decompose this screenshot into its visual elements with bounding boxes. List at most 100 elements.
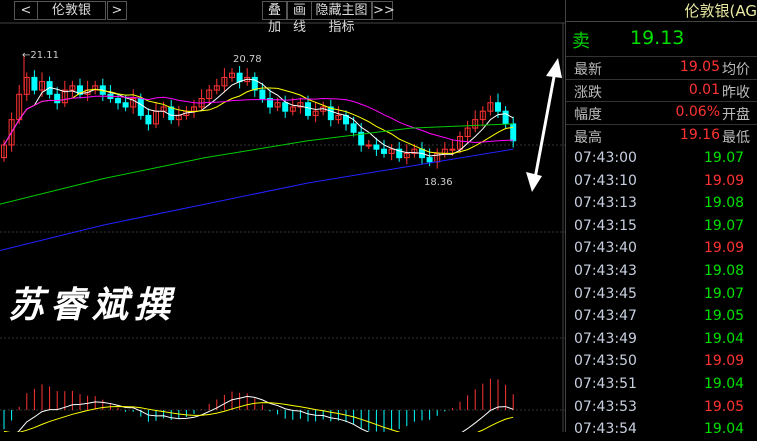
candle-down [267, 98, 273, 108]
tick-price: 19.04 [704, 376, 745, 392]
sell-price: 19.13 [630, 27, 685, 49]
overlay-button[interactable]: 叠加 [262, 1, 287, 35]
candle-down [350, 123, 357, 133]
candle-down [168, 106, 175, 121]
tick-row: 07:43:47 19.05 [566, 306, 757, 328]
candle-down [510, 123, 517, 142]
candle-up [274, 102, 281, 108]
stat-label-2: 最低 [722, 129, 750, 146]
candle-down [77, 85, 83, 95]
candle-up [472, 119, 479, 129]
candle-down [282, 102, 289, 112]
candle-down [396, 148, 403, 159]
tick-price: 19.09 [704, 172, 745, 189]
candle-up [39, 81, 45, 91]
candle-up [69, 85, 76, 91]
local-high-label: 20.78 [233, 54, 262, 65]
candle-down [145, 114, 152, 125]
next-symbol-button[interactable]: > [107, 1, 127, 20]
stat-row: 涨跌 0.01 昨收 [566, 78, 757, 101]
tick-time: 07:43:40 [574, 240, 637, 257]
tick-row: 07:43:45 19.07 [566, 284, 757, 306]
candle-up [403, 152, 410, 159]
ma5-line [3, 78, 514, 157]
tick-price: 19.07 [704, 150, 745, 166]
stat-label: 涨跌 [574, 84, 602, 101]
low-price-label: 18.36 [424, 177, 453, 188]
draw-line-button[interactable]: 画线 [287, 1, 312, 35]
candle-down [495, 102, 501, 112]
candle-up [206, 89, 213, 100]
candle-up [213, 85, 220, 91]
candle-up [92, 85, 99, 91]
symbol-button[interactable]: 伦敦银 [37, 1, 106, 20]
sell-label: 卖 [572, 31, 590, 52]
candle-up [8, 119, 15, 146]
stat-row: 最新 19.05 均价 [566, 56, 757, 78]
tick-price: 19.08 [704, 263, 745, 279]
candle-down [31, 76, 38, 91]
tick-row: 07:43:15 19.07 [566, 216, 757, 238]
candle-up [365, 144, 372, 147]
tick-time: 07:43:15 [574, 217, 637, 234]
candle-down [137, 98, 144, 116]
stat-label-2: 开盘 [722, 107, 750, 123]
stat-label: 幅度 [574, 107, 602, 123]
tick-row: 07:43:53 19.05 [566, 397, 757, 419]
tick-time: 07:43:10 [574, 172, 637, 189]
macd-dif-line [17, 395, 514, 432]
stat-row: 幅度 0.06% 开盘 [566, 101, 757, 123]
stat-value: 0.06% [675, 104, 720, 120]
candle-up [130, 98, 137, 108]
tick-row: 07:43:54 19.04 [566, 419, 757, 441]
tick-row: 07:43:51 19.04 [566, 374, 757, 396]
hide-indicator-button[interactable]: 隐藏主图指标 [311, 1, 372, 35]
stat-value: 19.05 [679, 59, 720, 75]
prev-symbol-button[interactable]: < [14, 1, 38, 20]
tick-time: 07:43:54 [574, 421, 637, 438]
candle-down [502, 110, 509, 125]
tick-row: 07:43:40 19.09 [566, 238, 757, 260]
tick-time: 07:43:47 [574, 308, 637, 325]
tick-row: 07:43:00 19.07 [566, 148, 757, 170]
candle-up [289, 106, 296, 112]
tick-time: 07:43:43 [574, 263, 637, 279]
stat-label-2: 昨收 [722, 84, 750, 101]
candle-up [449, 148, 456, 151]
candle-down [327, 106, 334, 121]
ma20-line [3, 95, 514, 146]
candle-up [229, 72, 235, 78]
tick-row: 07:43:50 19.09 [566, 351, 757, 373]
quote-title: 伦敦银(AG [684, 2, 757, 20]
tick-time: 07:43:45 [574, 285, 637, 302]
tick-price: 19.05 [704, 308, 745, 325]
tick-price: 19.04 [704, 421, 745, 438]
tick-row: 07:43:49 19.04 [566, 329, 757, 351]
stat-value: 19.16 [679, 126, 720, 143]
candle-down [259, 89, 266, 100]
tick-row: 07:43:13 19.08 [566, 193, 757, 215]
macd-dea-line [3, 402, 514, 432]
candle-down [305, 102, 311, 116]
candle-down [381, 148, 387, 154]
stat-label: 最高 [574, 129, 602, 146]
more-button[interactable]: >> [372, 1, 395, 20]
stat-value: 0.01 [688, 81, 720, 98]
tick-time: 07:43:13 [574, 195, 637, 212]
candle-up [335, 114, 342, 121]
tick-time: 07:43:00 [574, 150, 637, 166]
stat-row: 最高 19.16 最低 [566, 123, 757, 146]
quote-panel: 伦敦银(AG 卖 19.13 最新 19.05 均价涨跌 0.01 昨收幅度 0.06% 开… [565, 0, 757, 437]
candle-up [411, 148, 418, 154]
tick-price: 19.09 [704, 240, 745, 257]
tick-row: 07:43:43 19.08 [566, 261, 757, 283]
ma-green-line [0, 123, 514, 205]
tick-price: 19.04 [704, 330, 745, 347]
kline-chart[interactable] [0, 0, 565, 432]
candle-up [457, 136, 463, 150]
tick-time: 07:43:51 [574, 376, 637, 392]
candle-up [487, 102, 494, 112]
tick-time: 07:43:53 [574, 398, 637, 415]
high-value: 21.11 [30, 50, 60, 61]
arrow-left-icon: ← [22, 50, 31, 61]
